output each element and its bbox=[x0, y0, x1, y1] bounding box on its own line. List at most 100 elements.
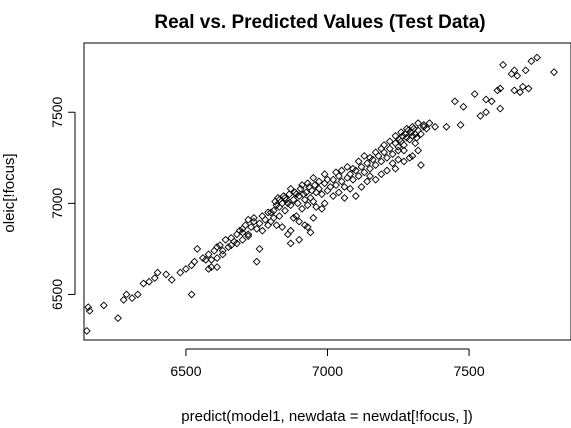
data-point bbox=[298, 181, 306, 190]
data-point bbox=[391, 164, 400, 173]
data-point bbox=[487, 97, 496, 106]
data-point bbox=[405, 153, 414, 162]
data-point bbox=[272, 221, 281, 230]
data-point bbox=[380, 141, 389, 149]
x-tick-label: 7000 bbox=[312, 363, 343, 379]
data-point bbox=[306, 228, 315, 237]
data-point bbox=[293, 199, 302, 208]
data-point bbox=[289, 213, 298, 222]
data-point bbox=[255, 219, 264, 228]
data-point bbox=[187, 261, 196, 270]
data-point bbox=[394, 155, 403, 164]
data-point bbox=[232, 230, 241, 239]
data-point bbox=[213, 254, 222, 262]
data-point bbox=[414, 119, 423, 128]
data-point bbox=[286, 226, 295, 235]
data-point bbox=[286, 184, 295, 193]
data-point bbox=[85, 306, 94, 315]
data-point bbox=[408, 131, 417, 140]
data-point bbox=[383, 166, 391, 175]
data-point bbox=[201, 255, 210, 264]
data-point bbox=[408, 122, 417, 131]
data-point bbox=[298, 204, 306, 213]
data-point bbox=[416, 130, 425, 139]
data-point bbox=[349, 175, 357, 184]
data-point bbox=[394, 146, 403, 155]
data-point bbox=[238, 224, 247, 233]
data-point bbox=[337, 166, 346, 175]
data-point bbox=[238, 228, 247, 237]
data-point bbox=[482, 108, 490, 117]
data-point bbox=[307, 186, 316, 195]
data-point bbox=[303, 223, 312, 231]
data-point bbox=[371, 148, 380, 157]
data-point bbox=[400, 157, 408, 166]
data-point bbox=[282, 195, 291, 204]
data-point bbox=[317, 190, 326, 199]
data-point bbox=[122, 290, 131, 299]
data-point bbox=[320, 170, 329, 179]
data-point bbox=[187, 290, 196, 299]
data-point bbox=[371, 161, 380, 170]
data-point bbox=[456, 121, 465, 129]
data-point bbox=[266, 208, 275, 217]
data-point bbox=[354, 172, 363, 180]
data-point bbox=[99, 301, 108, 310]
data-point bbox=[269, 206, 278, 215]
data-point bbox=[332, 168, 340, 177]
data-point bbox=[153, 268, 162, 277]
x-axis-label: predict(model1, newdata = newdat[!focus,… bbox=[181, 408, 472, 425]
data-point bbox=[310, 181, 319, 190]
y-tick-label: 6500 bbox=[49, 279, 65, 310]
data-point bbox=[114, 314, 122, 323]
data-point bbox=[391, 131, 400, 140]
data-point bbox=[221, 235, 230, 244]
data-point bbox=[518, 82, 527, 91]
data-point bbox=[383, 153, 391, 162]
data-point bbox=[425, 119, 434, 128]
data-point bbox=[346, 184, 355, 193]
data-point bbox=[388, 150, 397, 159]
data-point bbox=[400, 141, 408, 149]
data-point bbox=[281, 206, 289, 215]
data-point bbox=[329, 192, 338, 200]
x-axis: 6500 7000 7500 bbox=[170, 348, 485, 379]
data-point bbox=[176, 268, 185, 277]
data-point bbox=[249, 217, 258, 226]
data-point bbox=[119, 295, 128, 304]
data-point bbox=[252, 257, 261, 266]
data-point bbox=[482, 95, 490, 104]
data-point bbox=[357, 183, 366, 191]
data-point bbox=[312, 203, 321, 211]
data-point bbox=[227, 241, 236, 250]
data-point bbox=[218, 246, 227, 255]
data-point bbox=[377, 157, 386, 166]
data-point bbox=[394, 142, 403, 151]
data-point bbox=[550, 68, 558, 77]
data-point bbox=[360, 168, 369, 177]
y-axis-label: oleic[!focus] bbox=[1, 153, 18, 232]
data-point bbox=[334, 188, 343, 197]
data-point bbox=[366, 153, 374, 162]
data-point bbox=[302, 188, 311, 197]
data-point bbox=[388, 159, 397, 168]
y-tick-label: 7000 bbox=[49, 188, 65, 219]
data-point bbox=[349, 164, 357, 173]
data-point bbox=[326, 183, 335, 191]
data-point bbox=[309, 197, 318, 206]
data-point bbox=[329, 175, 338, 184]
data-point bbox=[244, 230, 253, 239]
data-point bbox=[351, 192, 360, 200]
data-point bbox=[249, 213, 258, 222]
plot-frame bbox=[83, 42, 571, 341]
data-point bbox=[340, 193, 349, 202]
data-point bbox=[247, 223, 255, 231]
data-point bbox=[139, 279, 148, 288]
data-point bbox=[309, 213, 318, 222]
data-point bbox=[521, 66, 530, 75]
data-point bbox=[431, 122, 440, 131]
data-point bbox=[275, 195, 284, 204]
data-point bbox=[258, 212, 267, 221]
data-point bbox=[524, 84, 533, 93]
data-point bbox=[470, 90, 479, 98]
